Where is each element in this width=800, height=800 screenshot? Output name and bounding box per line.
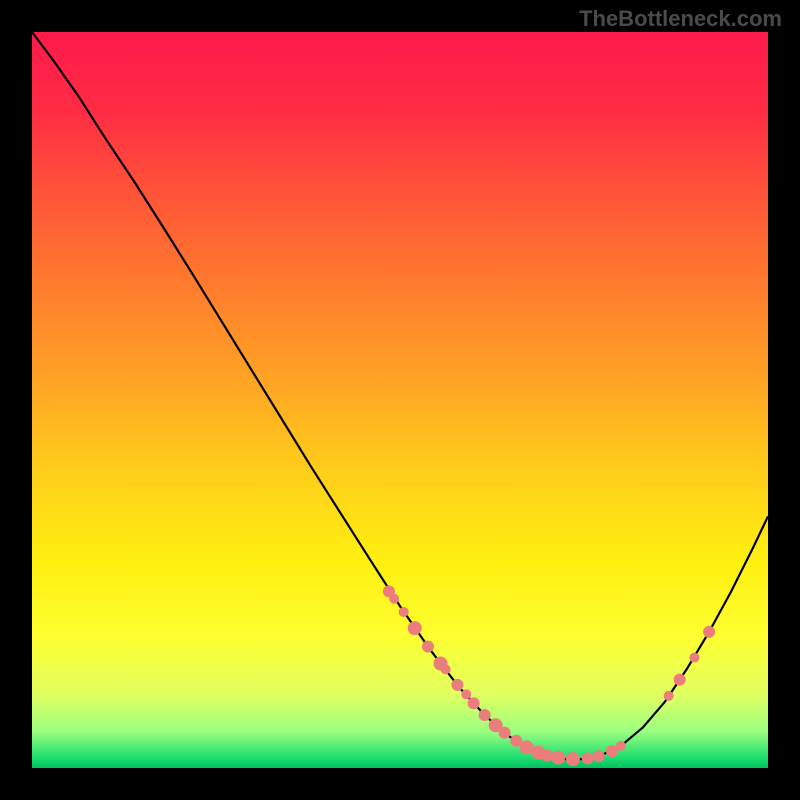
markers-group: [383, 585, 715, 766]
marker-point: [461, 689, 471, 699]
marker-point: [664, 691, 674, 701]
marker-point: [441, 664, 451, 674]
marker-point: [582, 752, 594, 764]
marker-point: [468, 697, 480, 709]
marker-point: [689, 653, 699, 663]
marker-point: [674, 674, 686, 686]
marker-point: [422, 641, 434, 653]
marker-point: [408, 621, 422, 635]
marker-point: [389, 594, 399, 604]
marker-point: [451, 679, 463, 691]
plot-area: [32, 32, 768, 768]
chart-overlay: [32, 32, 768, 768]
marker-point: [499, 727, 511, 739]
marker-point: [479, 709, 491, 721]
marker-point: [566, 752, 580, 766]
watermark-text: TheBottleneck.com: [579, 6, 782, 32]
marker-point: [593, 750, 605, 762]
marker-point: [541, 749, 553, 761]
marker-point: [551, 751, 565, 765]
marker-point: [703, 626, 715, 638]
marker-point: [616, 741, 626, 751]
bottleneck-curve: [32, 32, 768, 759]
marker-point: [399, 607, 409, 617]
